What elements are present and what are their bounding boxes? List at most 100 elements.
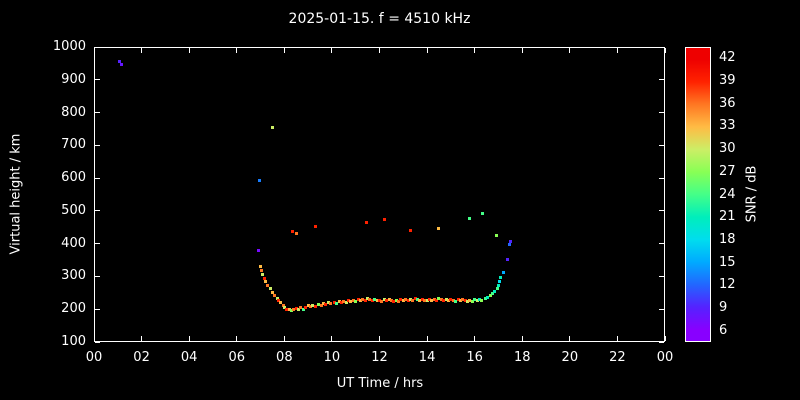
data-point	[468, 298, 472, 302]
data-point	[408, 228, 412, 232]
data-point	[273, 293, 277, 297]
data-point	[292, 307, 296, 311]
data-point	[423, 298, 427, 302]
x-tick-mark	[236, 336, 238, 341]
data-point	[385, 299, 389, 303]
y-tick-mark	[659, 308, 664, 310]
data-point	[285, 307, 289, 311]
x-tick-mark	[664, 48, 666, 53]
data-point	[332, 300, 336, 304]
data-point	[463, 298, 467, 302]
y-tick-mark	[95, 275, 100, 277]
x-tick-label: 04	[180, 350, 198, 365]
x-tick-mark	[331, 336, 333, 341]
data-point	[437, 227, 441, 231]
data-point	[282, 306, 286, 310]
y-tick-label: 500	[61, 202, 86, 218]
data-point	[319, 304, 323, 308]
data-point	[373, 297, 377, 301]
data-point	[291, 230, 295, 234]
colorbar-tick-label: 12	[719, 277, 736, 293]
data-point	[317, 303, 321, 307]
data-point	[488, 293, 492, 297]
data-point	[304, 305, 308, 309]
x-tick-mark	[188, 48, 190, 53]
x-tick-label: 08	[276, 350, 293, 365]
data-point	[499, 275, 503, 279]
data-point	[439, 298, 443, 302]
data-point	[309, 305, 312, 309]
data-point	[458, 299, 462, 303]
data-point	[364, 220, 368, 224]
data-point	[493, 290, 497, 294]
x-tick-label: 16	[466, 350, 483, 365]
data-point	[326, 301, 330, 305]
data-point	[118, 60, 122, 64]
data-point	[397, 299, 401, 303]
data-point	[261, 273, 265, 277]
data-point	[270, 290, 274, 294]
colorbar-tick-label: 33	[719, 118, 736, 134]
data-point	[306, 304, 310, 308]
data-point	[268, 287, 272, 291]
data-point	[324, 303, 328, 307]
data-point	[380, 299, 384, 303]
y-tick-label: 800	[61, 104, 86, 120]
x-tick-mark	[379, 48, 380, 53]
x-tick-mark	[474, 336, 476, 341]
x-tick-mark	[379, 336, 380, 341]
y-tick-mark	[95, 79, 100, 81]
colorbar-tick-label: 27	[719, 163, 736, 179]
x-tick-mark	[521, 48, 523, 53]
data-point	[442, 299, 446, 303]
x-tick-mark	[616, 336, 618, 341]
data-point	[425, 299, 429, 303]
data-point	[344, 300, 348, 304]
colorbar-tick-label: 9	[719, 299, 728, 315]
data-point	[366, 296, 370, 300]
y-axis-label: Virtual height / km	[8, 133, 24, 255]
colorbar-tick-label: 24	[719, 186, 736, 202]
data-point	[259, 265, 263, 269]
y-tick-mark	[659, 112, 664, 114]
y-tick-mark	[659, 177, 664, 179]
data-point	[256, 249, 260, 253]
data-point	[392, 299, 396, 303]
data-point	[294, 307, 298, 311]
y-tick-mark	[95, 177, 100, 179]
x-tick-mark	[283, 336, 285, 341]
colorbar	[685, 47, 711, 342]
data-point	[363, 298, 367, 302]
data-point	[496, 284, 500, 288]
y-tick-mark	[659, 144, 664, 146]
y-tick-label: 200	[61, 301, 86, 317]
colorbar-tick-label: 6	[719, 322, 728, 338]
x-tick-mark	[426, 48, 428, 53]
y-tick-label: 400	[61, 235, 86, 251]
data-point	[322, 302, 326, 306]
data-point	[120, 62, 124, 66]
data-point	[349, 300, 353, 304]
data-point	[427, 297, 431, 301]
y-tick-mark	[659, 210, 664, 212]
y-tick-mark	[95, 112, 100, 114]
data-point	[356, 298, 360, 302]
x-tick-mark	[521, 336, 523, 341]
data-point	[491, 292, 494, 296]
y-tick-label: 100	[61, 334, 86, 349]
data-point	[299, 306, 303, 310]
data-point	[475, 299, 479, 303]
data-point	[313, 304, 317, 308]
x-tick-mark	[426, 336, 428, 341]
data-point	[495, 287, 499, 291]
plot-area	[94, 47, 665, 342]
x-tick-label: 10	[323, 350, 341, 365]
data-point	[394, 298, 398, 302]
x-tick-mark	[569, 48, 571, 53]
x-tick-label: 18	[513, 350, 531, 365]
data-point	[311, 303, 315, 307]
y-tick-label: 300	[61, 268, 86, 284]
data-point	[361, 297, 365, 301]
data-point	[408, 297, 412, 301]
